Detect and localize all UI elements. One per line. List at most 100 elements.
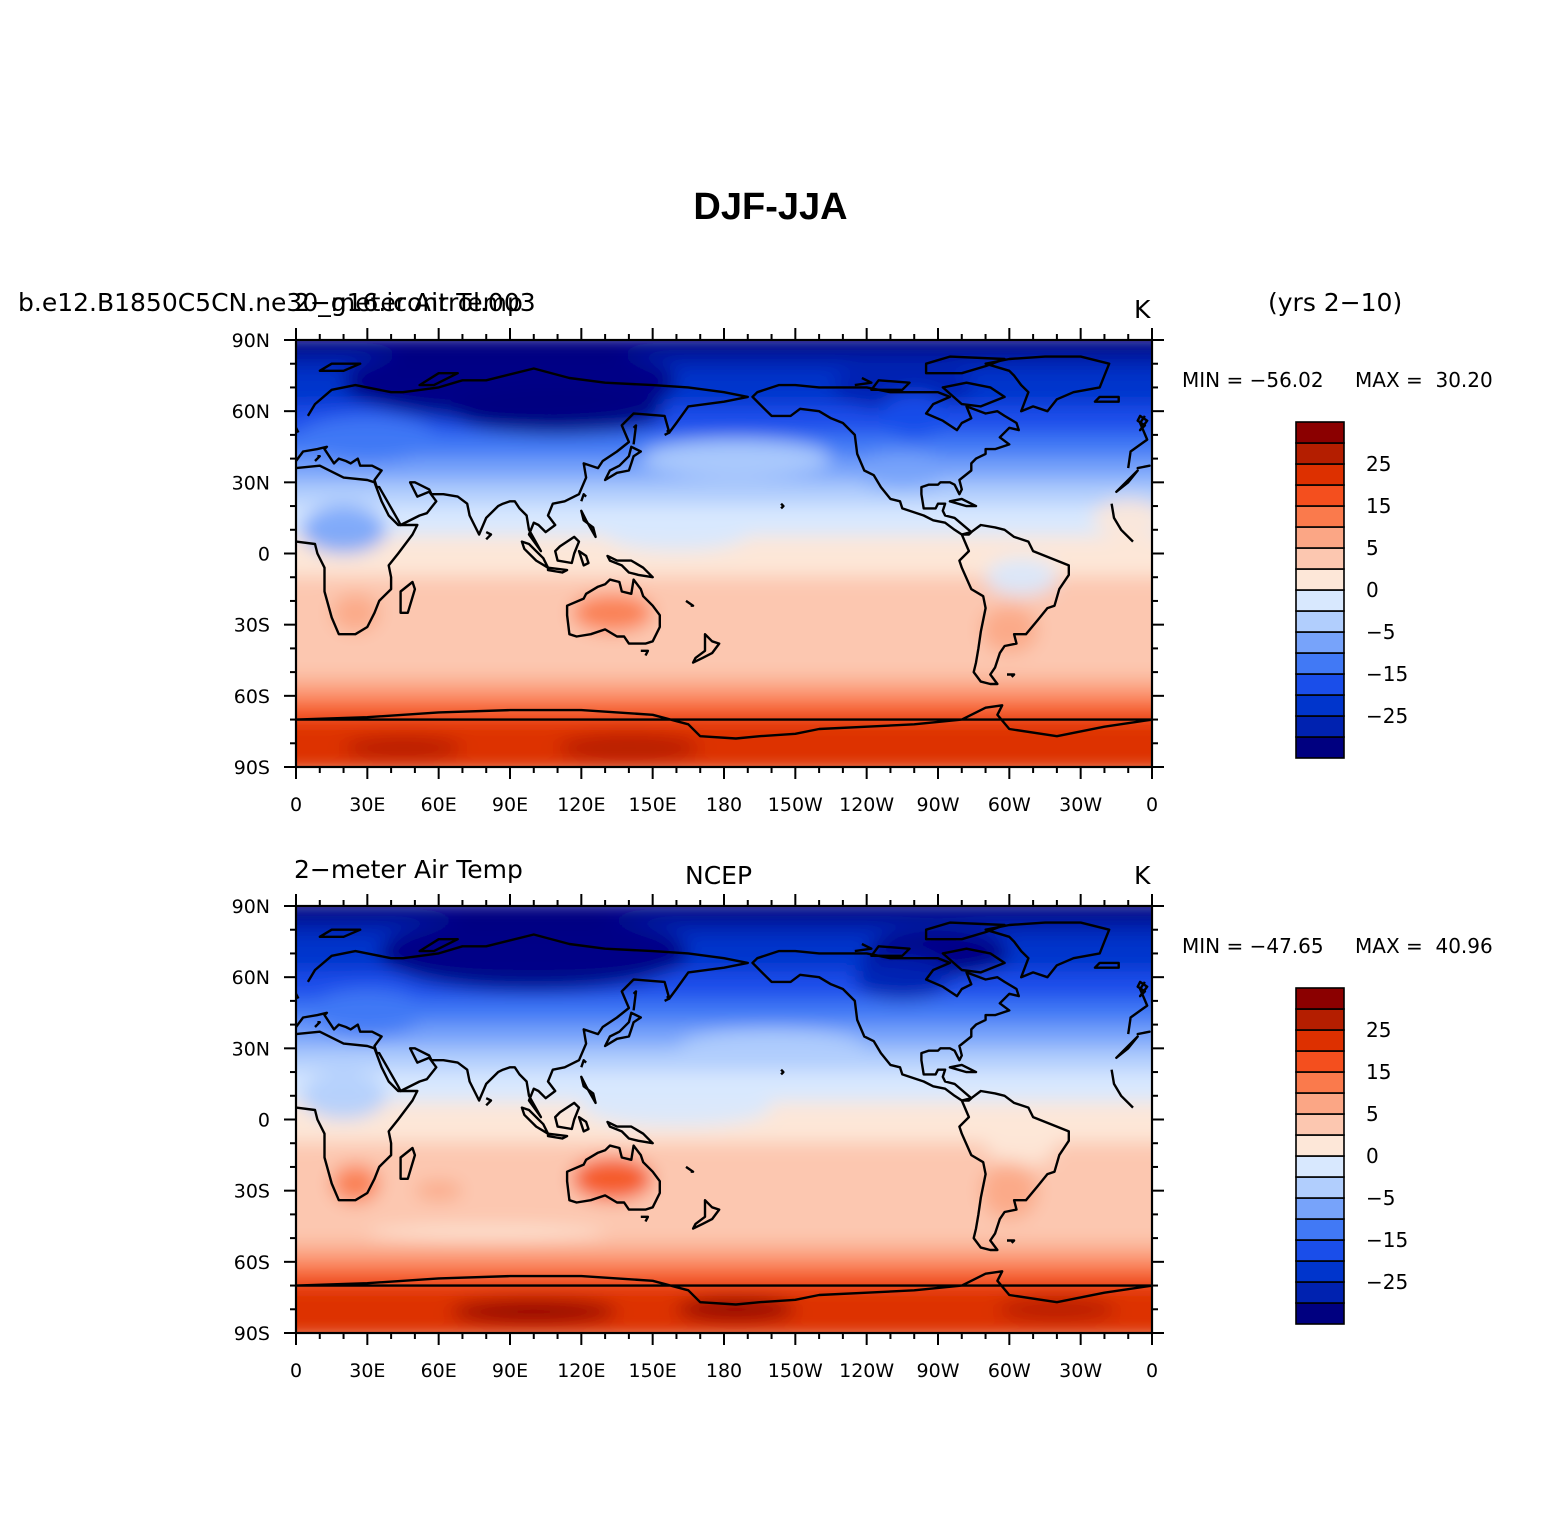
panel1-years: (yrs 2−10) xyxy=(1268,288,1403,317)
x-tick-label: 0 xyxy=(290,794,302,816)
colorbar-swatch xyxy=(1295,421,1345,444)
y-tick-label: 60S xyxy=(234,686,270,708)
colorbar-label: −25 xyxy=(1366,1270,1408,1294)
x-tick-label: 90E xyxy=(492,794,528,816)
x-tick-label: 0 xyxy=(1146,1360,1158,1382)
colorbar-swatch xyxy=(1295,1281,1345,1304)
y-tick-label: 60N xyxy=(232,967,270,989)
panel1-min-label: MIN = −56.02 xyxy=(1182,368,1324,392)
coastlines xyxy=(296,355,1152,740)
panel2-source-title: NCEP xyxy=(685,861,753,890)
x-tick-label: 30E xyxy=(349,1360,385,1382)
colorbar-swatch xyxy=(1295,526,1345,549)
panel1-max-label: MAX = 30.20 xyxy=(1355,368,1493,392)
x-tick-label: 90W xyxy=(917,1360,960,1382)
x-tick-label: 150W xyxy=(768,1360,823,1382)
panel1-units: K xyxy=(1134,295,1151,324)
colorbar-swatch xyxy=(1295,1239,1345,1262)
y-tick-label: 90S xyxy=(234,757,270,779)
x-tick-label: 120W xyxy=(839,794,894,816)
colorbar-label: −5 xyxy=(1366,1186,1395,1210)
colorbar-swatch xyxy=(1295,652,1345,675)
y-tick-label: 60N xyxy=(232,401,270,423)
colorbar-swatch xyxy=(1295,715,1345,738)
colorbar-swatch xyxy=(1295,1071,1345,1094)
colorbar-label: −25 xyxy=(1366,704,1408,728)
panel2-max-label: MAX = 40.96 xyxy=(1355,934,1493,958)
x-tick-label: 120E xyxy=(557,794,605,816)
x-tick-label: 180 xyxy=(706,794,742,816)
x-tick-label: 30W xyxy=(1059,1360,1102,1382)
x-tick-label: 60E xyxy=(421,794,457,816)
colorbar-swatch xyxy=(1295,463,1345,486)
panel2-colorbar: 25 15 5 0 −5 −15 −25 xyxy=(1295,987,1408,1325)
y-tick-label: 0 xyxy=(258,1110,270,1132)
colorbar-swatch xyxy=(1295,1029,1345,1052)
y-tick-label: 30N xyxy=(232,472,270,494)
colorbar-swatch xyxy=(1295,1197,1345,1220)
y-tick-label: 30S xyxy=(234,615,270,637)
colorbar-swatch xyxy=(1295,1092,1345,1115)
x-tick-label: 0 xyxy=(1146,794,1158,816)
colorbar-label: 15 xyxy=(1366,1060,1391,1084)
colorbar-swatch xyxy=(1295,987,1345,1010)
colorbar-label: −15 xyxy=(1366,662,1408,686)
panel1-variable-title: 2−meter Air Temp xyxy=(294,288,523,317)
colorbar-label: 0 xyxy=(1366,578,1379,602)
colorbar-swatch xyxy=(1295,1113,1345,1136)
colorbar-swatch xyxy=(1295,1260,1345,1283)
x-tick-label: 60W xyxy=(988,1360,1031,1382)
x-tick-label: 60E xyxy=(421,1360,457,1382)
x-tick-label: 150E xyxy=(629,794,677,816)
colorbar-swatch xyxy=(1295,484,1345,507)
x-tick-label: 30E xyxy=(349,794,385,816)
colorbar-swatch xyxy=(1295,442,1345,465)
colorbar-label: −5 xyxy=(1366,620,1395,644)
coastlines xyxy=(296,921,1152,1306)
colorbar-label: 25 xyxy=(1366,1018,1391,1042)
colorbar-label: 5 xyxy=(1366,1102,1379,1126)
panel2-min-label: MIN = −47.65 xyxy=(1182,934,1324,958)
panel1-colorbar: 25 15 5 0 −5 −15 −25 xyxy=(1295,421,1408,759)
colorbar-swatch xyxy=(1295,631,1345,654)
x-tick-label: 90W xyxy=(917,794,960,816)
panel1-case-title: b.e12.B1850C5CN.ne30_g16.icontrol.003 xyxy=(18,288,536,317)
y-tick-label: 90S xyxy=(234,1323,270,1345)
x-tick-label: 90E xyxy=(492,1360,528,1382)
colorbar-swatch xyxy=(1295,568,1345,591)
x-tick-label: 60W xyxy=(988,794,1031,816)
y-tick-label: 30N xyxy=(232,1038,270,1060)
colorbar-swatch xyxy=(1295,1155,1345,1178)
colorbar-label: 25 xyxy=(1366,452,1391,476)
x-tick-label: 120W xyxy=(839,1360,894,1382)
panel2-units: K xyxy=(1134,861,1151,890)
colorbar-swatch xyxy=(1295,547,1345,570)
colorbar-label: −15 xyxy=(1366,1228,1408,1252)
colorbar-swatch xyxy=(1295,1008,1345,1031)
figure-title: DJF-JJA xyxy=(693,186,848,228)
x-tick-label: 150E xyxy=(629,1360,677,1382)
colorbar-swatch xyxy=(1295,736,1345,759)
x-tick-label: 30W xyxy=(1059,794,1102,816)
y-tick-label: 90N xyxy=(232,330,270,352)
colorbar-swatch xyxy=(1295,1302,1345,1325)
y-tick-label: 0 xyxy=(258,544,270,566)
colorbar-label: 0 xyxy=(1366,1144,1379,1168)
x-tick-label: 0 xyxy=(290,1360,302,1382)
colorbar-swatch xyxy=(1295,505,1345,528)
colorbar-swatch xyxy=(1295,1176,1345,1199)
panel2-map: 0 30E 60E 90E 120E 150E 180 150W 120W 90W 60W 30W 09… xyxy=(232,894,1164,1382)
colorbar-swatch xyxy=(1295,1218,1345,1241)
panel1-map: 0 30E 60E 90E 120E 150E 180 150W 120W 90W 60W 30W 09… xyxy=(232,328,1164,816)
colorbar-swatch xyxy=(1295,694,1345,717)
colorbar-swatch xyxy=(1295,1050,1345,1073)
x-tick-label: 120E xyxy=(557,1360,605,1382)
colorbar-swatch xyxy=(1295,589,1345,612)
y-tick-label: 90N xyxy=(232,896,270,918)
colorbar-label: 5 xyxy=(1366,536,1379,560)
y-tick-label: 30S xyxy=(234,1181,270,1203)
x-tick-label: 180 xyxy=(706,1360,742,1382)
colorbar-swatch xyxy=(1295,1134,1345,1157)
y-tick-label: 60S xyxy=(234,1252,270,1274)
